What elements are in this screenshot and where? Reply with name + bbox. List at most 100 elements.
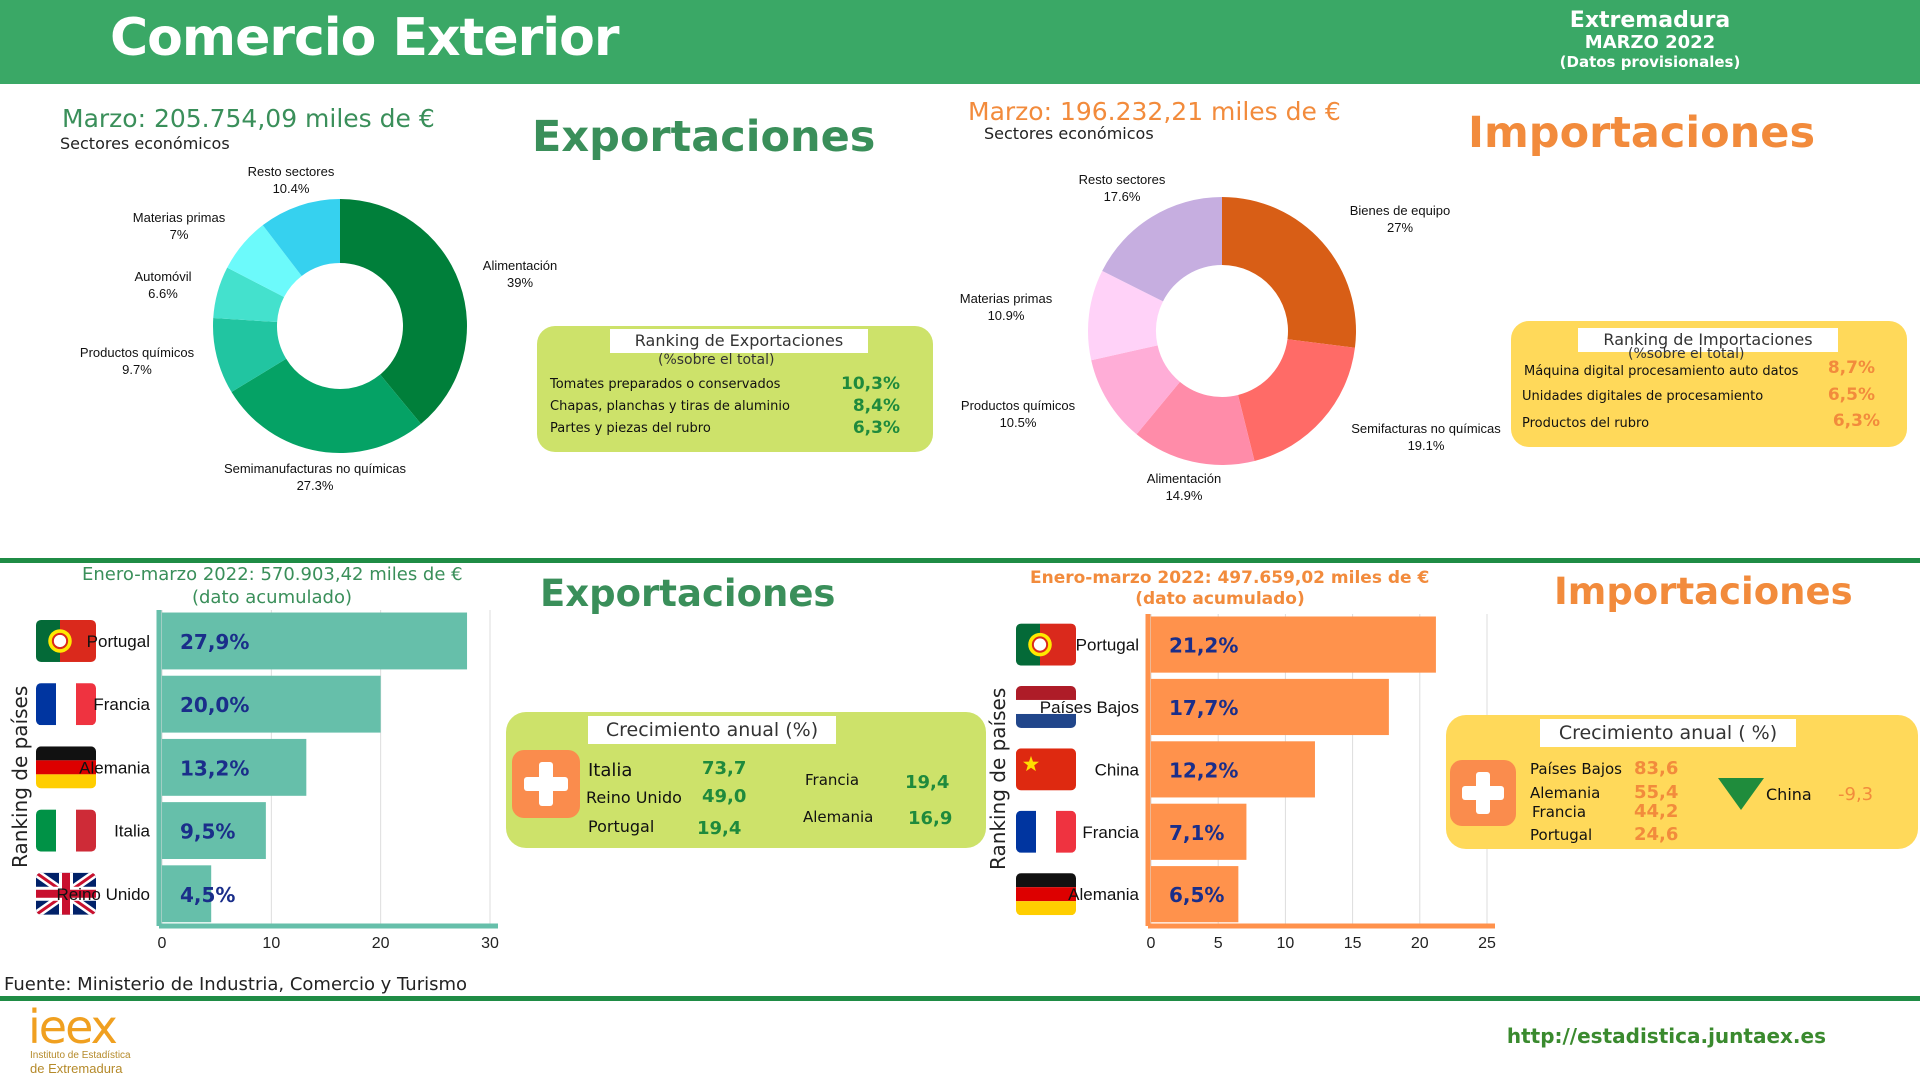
bar — [162, 738, 307, 796]
imports-growth-value: 83,6 — [1634, 758, 1679, 779]
imports-ranking-value: 6,3% — [1832, 411, 1880, 431]
exports-month-total: Marzo: 205.754,09 miles de € — [62, 104, 435, 133]
page-title: Comercio Exterior — [110, 8, 619, 68]
slice-value-label: 10.9% — [988, 308, 1025, 323]
bar-value-label: 21,2% — [1169, 634, 1238, 658]
donut-slice — [1091, 345, 1180, 435]
slice-value-label: 14.9% — [1166, 488, 1203, 503]
exports-ranking-item: Chapas, planchas y tiras de aluminio — [550, 399, 790, 414]
slice-value-label: 7% — [170, 227, 189, 242]
imports-growth-negative-name: China — [1766, 785, 1812, 804]
bar-value-label: 17,7% — [1169, 696, 1238, 720]
x-tick-label: 15 — [1344, 935, 1362, 952]
slice-label: Semimanufacturas no químicas — [224, 461, 407, 476]
x-tick-label: 20 — [372, 935, 390, 952]
exports-acc-header: Enero-marzo 2022: 570.903,42 miles de € … — [82, 564, 463, 609]
donut-slice — [231, 358, 421, 453]
slice-label: Alimentación — [1147, 471, 1221, 486]
donut-slice — [1088, 270, 1164, 361]
imports-acc-total: Enero-marzo 2022: 497.659,02 miles de € — [1030, 568, 1430, 588]
slice-label: Alimentación — [483, 258, 557, 273]
imports-growth-name: Alemania — [1530, 784, 1601, 802]
bar-value-label: 9,5% — [180, 820, 235, 844]
slice-label: Materias primas — [960, 291, 1053, 306]
bar-category-label: Portugal — [1076, 636, 1139, 655]
imports-growth-negative-value: -9,3 — [1838, 784, 1874, 805]
imports-growth-title: Crecimiento anual ( %) — [1540, 719, 1796, 747]
header-info: Extremadura MARZO 2022 (Datos provisiona… — [1520, 8, 1780, 71]
imports-ranking-title: Ranking de Importaciones — [1578, 328, 1838, 352]
china-flag-icon — [1016, 748, 1076, 791]
exports-country-bar-chart: 0 10 20 30 27,9% Portugal 20,0% Francia 13,2% Ale… — [36, 610, 499, 952]
exports-growth-name: Francia — [805, 771, 860, 789]
ieex-logo: ieex — [28, 1000, 118, 1054]
france-flag-icon — [36, 683, 96, 726]
imports-month-section-title: Importaciones — [1468, 108, 1816, 158]
bar-category-label: Países Bajos — [1040, 698, 1139, 717]
bar-category-label: Alemania — [1068, 885, 1139, 904]
imports-growth-value: 55,4 — [1634, 782, 1679, 803]
slice-value-label: 27% — [1387, 220, 1413, 235]
exports-growth-value: 19,4 — [905, 772, 950, 793]
exports-acc-section-title: Exportaciones — [540, 572, 836, 615]
imports-growth-value: 24,6 — [1634, 824, 1679, 845]
imports-growth-name: Países Bajos — [1530, 760, 1622, 778]
slice-value-label: 19.1% — [1408, 438, 1445, 453]
exports-sector-donut: Alimentación 39% Semimanufacturas no quími… — [80, 164, 557, 493]
slice-label: Productos químicos — [961, 398, 1076, 413]
imports-ranking-item: Unidades digitales de procesamiento — [1522, 389, 1764, 404]
imports-growth-name: Portugal — [1530, 826, 1593, 844]
slice-value-label: 17.6% — [1104, 189, 1141, 204]
slice-value-label: 39% — [507, 275, 533, 290]
exports-growth-name: Italia — [588, 760, 633, 781]
exports-growth-value: 73,7 — [702, 758, 747, 779]
exports-ranking-value: 10,3% — [841, 374, 900, 394]
portugal-flag-icon — [36, 619, 96, 662]
imports-acc-section-title: Importaciones — [1554, 570, 1853, 613]
imports-growth-name: Francia — [1532, 803, 1587, 821]
x-tick-label: 10 — [1277, 935, 1295, 952]
donut-slice — [213, 318, 287, 393]
bar-value-label: 4,5% — [180, 883, 235, 907]
slice-label: Resto sectores — [1079, 172, 1166, 187]
donut-slice — [227, 225, 302, 298]
imports-ranking-item: Productos del rubro — [1522, 416, 1650, 431]
bar — [162, 612, 468, 670]
x-tick-label: 20 — [1411, 935, 1429, 952]
bar-category-label: Reino Unido — [56, 885, 150, 904]
bar-value-label: 20,0% — [180, 693, 249, 717]
bar-value-label: 6,5% — [1169, 883, 1224, 907]
header-bar — [0, 0, 1920, 84]
donut-slice — [1136, 381, 1255, 465]
exports-ranking-item: Tomates preparados o conservados — [550, 377, 781, 392]
bar-category-label: Portugal — [87, 632, 150, 651]
bar — [1151, 741, 1315, 798]
france-flag-icon — [1016, 810, 1076, 853]
slice-value-label: 6.6% — [148, 286, 178, 301]
imports-acc-header: Enero-marzo 2022: 497.659,02 miles de € … — [1030, 568, 1430, 611]
slice-value-label: 27.3% — [297, 478, 334, 493]
slice-label: Semifacturas no químicas — [1351, 421, 1501, 436]
exports-acc-subtitle: (dato acumulado) — [191, 586, 353, 608]
donut-slice — [262, 199, 340, 276]
slice-label: Materias primas — [133, 210, 226, 225]
exports-ranking-title: Ranking de Exportaciones — [610, 329, 868, 353]
exports-growth-value: 49,0 — [702, 786, 747, 807]
slice-value-label: 10.4% — [273, 181, 310, 196]
imports-acc-subtitle: (dato acumulado) — [1135, 589, 1305, 610]
exports-ranking-item: Partes y piezas del rubro — [550, 421, 711, 436]
x-tick-label: 5 — [1214, 935, 1223, 952]
exports-growth-name: Reino Unido — [586, 788, 682, 807]
bar — [162, 802, 266, 860]
bar-category-label: Francia — [1082, 823, 1139, 842]
portugal-flag-icon — [1016, 623, 1076, 666]
donut-slice — [1222, 197, 1356, 348]
imports-ranking-value: 6,5% — [1827, 385, 1875, 405]
exports-growth-name: Portugal — [588, 817, 655, 836]
plus-icon — [1450, 760, 1516, 826]
website-link[interactable]: http://estadistica.juntaex.es — [1506, 1024, 1826, 1048]
exports-month-section-title: Exportaciones — [532, 112, 876, 162]
imports-growth-value: 44,2 — [1634, 801, 1679, 822]
provisional-note: (Datos provisionales) — [1559, 52, 1741, 71]
bar — [1151, 616, 1436, 673]
